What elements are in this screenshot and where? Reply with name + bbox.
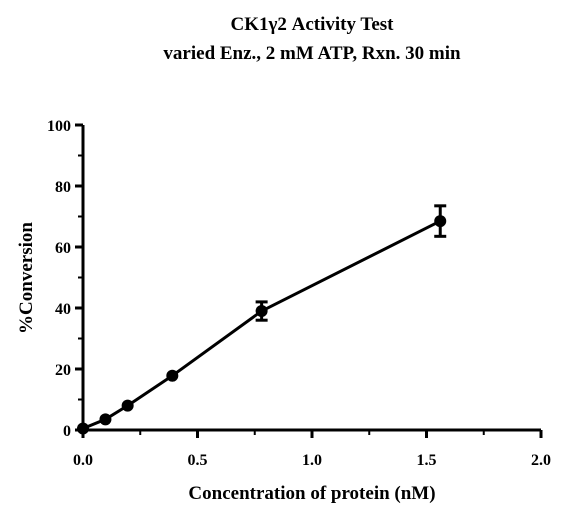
x-tick-label: 1.0 bbox=[302, 452, 322, 469]
x-tick-label: 0.0 bbox=[73, 452, 93, 469]
chart-subtitle: varied Enz., 2 mM ATP, Rxn. 30 min bbox=[163, 43, 461, 64]
data-point bbox=[434, 215, 447, 228]
y-tick-label: 20 bbox=[55, 362, 71, 379]
data-point bbox=[121, 399, 134, 412]
ticks: 0.0 0.5 1.0 1.5 2.0 0 20 40 60 80 100 bbox=[47, 118, 551, 469]
data-point bbox=[166, 369, 179, 382]
data-point bbox=[77, 422, 89, 435]
axes bbox=[81, 125, 541, 432]
y-tick-label: 60 bbox=[55, 240, 71, 257]
y-tick-label: 100 bbox=[47, 118, 71, 135]
chart-title: CK1γ2 Activity Test bbox=[231, 14, 395, 35]
x-tick-label: 2.0 bbox=[531, 452, 551, 469]
data-series bbox=[77, 204, 447, 435]
series-line bbox=[82, 219, 441, 430]
data-point bbox=[99, 413, 112, 426]
x-tick-label: 0.5 bbox=[188, 452, 208, 469]
x-axis-label: Concentration of protein (nM) bbox=[188, 483, 435, 504]
y-tick-label: 80 bbox=[55, 179, 71, 196]
y-axis-label: %Conversion bbox=[16, 222, 37, 334]
x-tick-label: 1.5 bbox=[417, 452, 437, 469]
data-point bbox=[255, 305, 268, 318]
y-tick-label: 40 bbox=[55, 301, 71, 318]
y-tick-label: 0 bbox=[63, 423, 71, 440]
